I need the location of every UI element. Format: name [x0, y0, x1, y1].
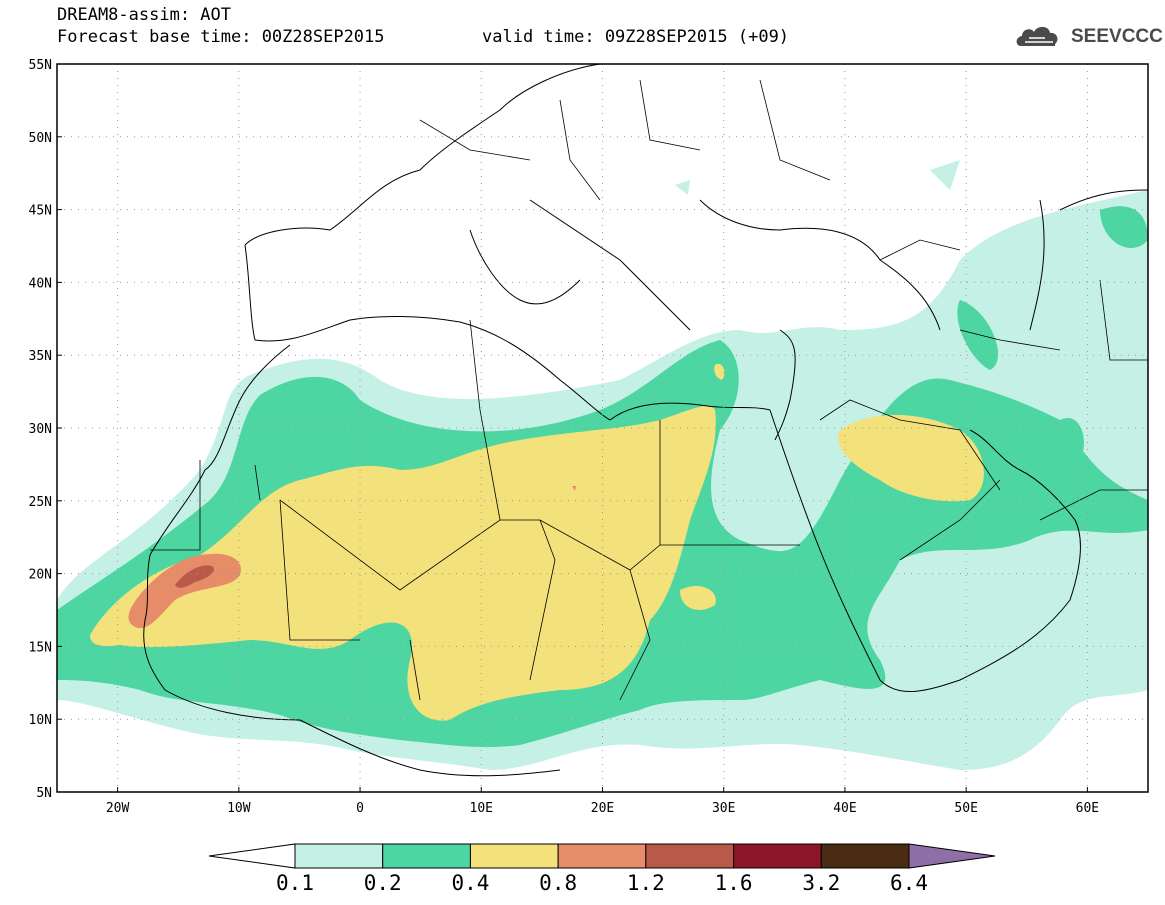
lat-label: 30N	[29, 422, 52, 437]
colorbar-box	[733, 843, 822, 869]
colorbar-box	[645, 843, 735, 869]
seevccc-logo: SEEVCCC	[1015, 20, 1163, 60]
coastlines	[143, 64, 1148, 777]
colorbar-labels: 0.1 0.2 0.4 0.8 1.2 1.6 3.2 6.4	[276, 871, 928, 895]
lat-label: 45N	[29, 204, 52, 219]
lon-label: 0	[356, 801, 364, 816]
colorbar-box	[820, 843, 910, 869]
aot-level-1.2	[175, 565, 215, 588]
colorbar-label: 6.4	[890, 871, 928, 895]
logo-text: SEEVCCC	[1071, 26, 1163, 47]
colorbar-label: 1.2	[627, 871, 665, 895]
aot-field	[57, 64, 1148, 777]
colorbar-boxes	[208, 843, 996, 869]
colorbar-over-triangle	[908, 843, 996, 869]
map-title: DREAM8-assim: AOT	[57, 5, 231, 25]
colorbar-label: 0.4	[451, 871, 489, 895]
lat-label: 10N	[29, 713, 52, 728]
cloud-icon	[1016, 26, 1058, 46]
lon-label: 10W	[227, 801, 251, 816]
colorbar-label: 0.8	[539, 871, 577, 895]
grid-lines	[57, 64, 1148, 792]
lat-label: 15N	[29, 640, 52, 655]
lon-label: 50E	[954, 801, 977, 816]
country-borders	[150, 79, 1148, 701]
lon-label: 20W	[106, 801, 130, 816]
colorbar-box	[382, 843, 471, 869]
aot-level-0.4	[90, 363, 984, 721]
longitude-labels: 20W 10W 0 10E 20E 30E 40E 50E 60E	[106, 787, 1099, 816]
colorbar-label: 0.1	[276, 871, 314, 895]
lon-label: 10E	[470, 801, 493, 816]
latitude-labels: 55N 50N 45N 40N 35N 30N 25N 20N 15N 10N 5N	[29, 58, 62, 801]
colorbar-label: 1.6	[715, 871, 753, 895]
colorbar-label: 0.2	[364, 871, 402, 895]
lon-label: 30E	[712, 801, 735, 816]
forecast-base-time: Forecast base time: 00Z28SEP2015	[57, 27, 385, 47]
colorbar-label: 3.2	[802, 871, 840, 895]
lon-label: 60E	[1076, 801, 1099, 816]
colorbar-box	[557, 843, 647, 869]
lat-label: 5N	[36, 786, 52, 801]
colorbar-under-triangle	[208, 843, 296, 869]
colorbar-box	[469, 843, 559, 869]
lon-label: 20E	[591, 801, 614, 816]
lat-label: 40N	[29, 276, 52, 291]
lat-label: 20N	[29, 568, 52, 583]
lat-label: 55N	[29, 58, 52, 73]
colorbar-box	[294, 843, 384, 869]
lon-label: 40E	[833, 801, 856, 816]
lat-label: 50N	[29, 131, 52, 146]
lat-label: 25N	[29, 495, 52, 510]
valid-time: valid time: 09Z28SEP2015 (+09)	[482, 27, 790, 47]
lat-label: 35N	[29, 349, 52, 364]
